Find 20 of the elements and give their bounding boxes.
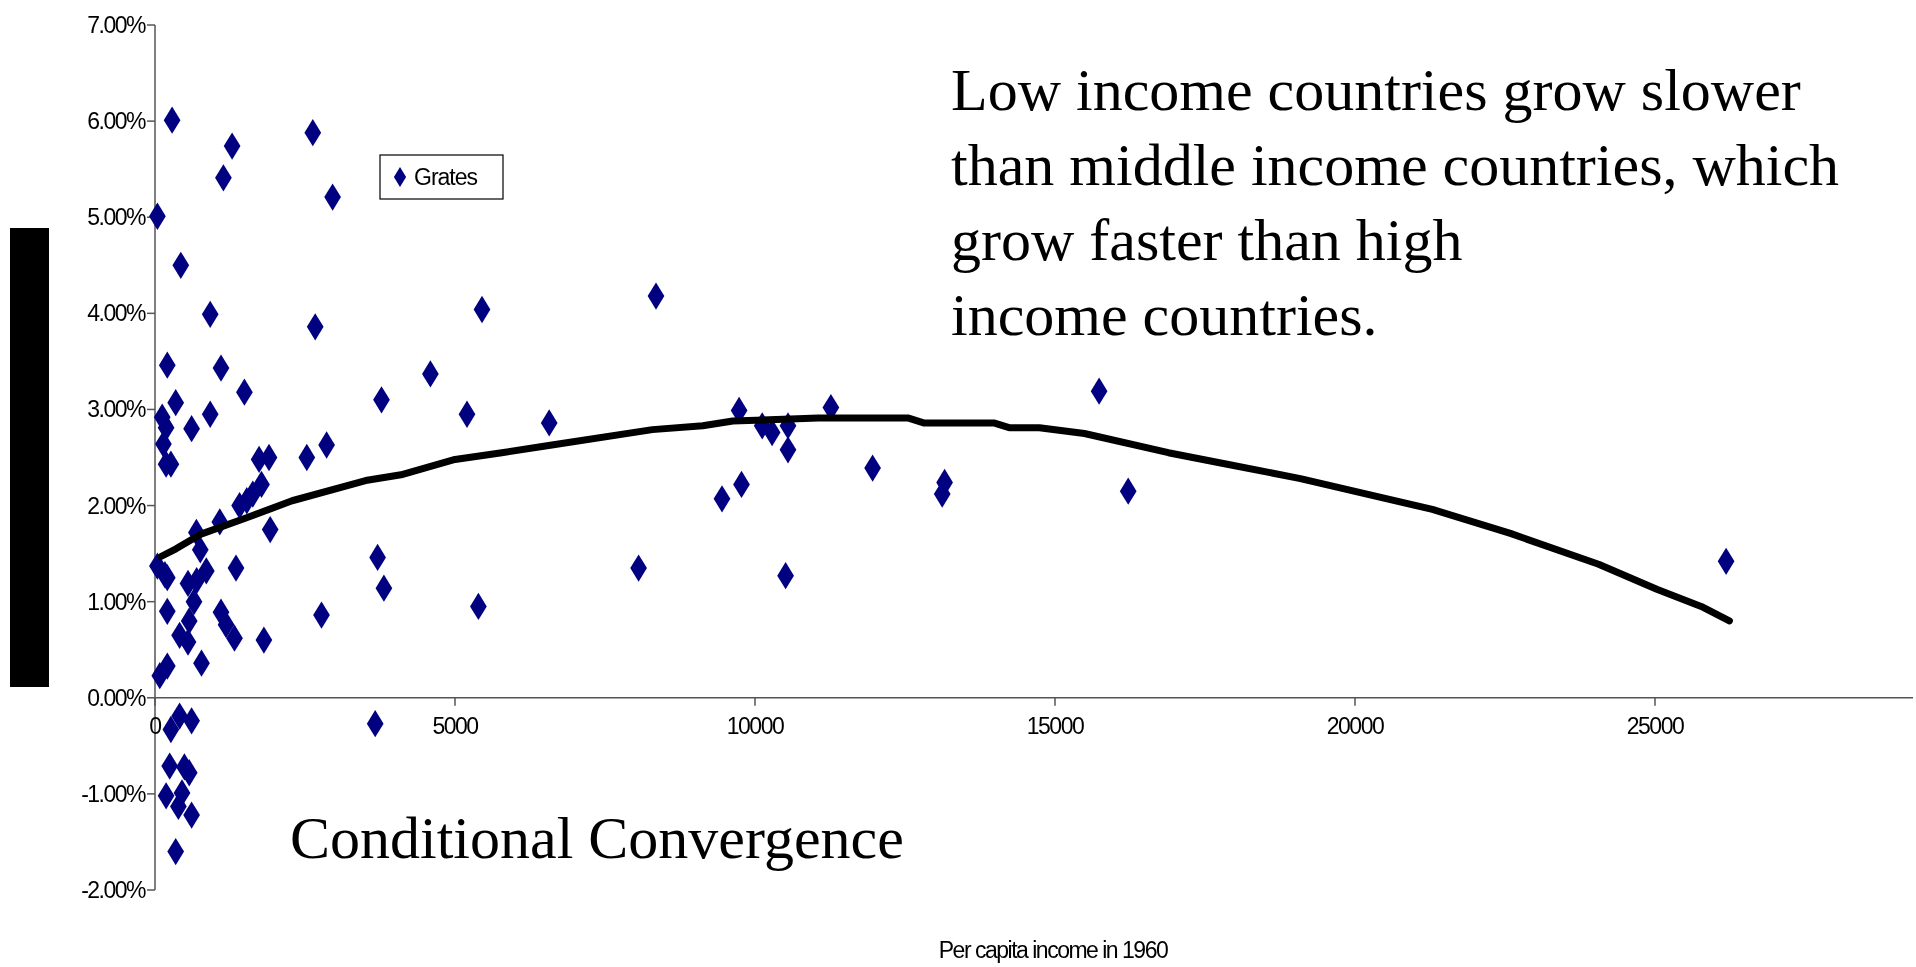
y-tick-label: 7.00% xyxy=(87,12,147,39)
x-tick-label: 15000 xyxy=(1026,712,1084,739)
x-tick-label: 5000 xyxy=(432,712,479,739)
x-tick-label: 0 xyxy=(149,712,162,739)
y-tick-label: 5.00% xyxy=(87,204,147,231)
y-tick-label: -1.00% xyxy=(81,780,147,807)
x-tick-label: 10000 xyxy=(726,712,784,739)
legend-label: Grates xyxy=(414,164,478,191)
y-tick-label: -2.00% xyxy=(81,877,147,904)
y-tick-label: 6.00% xyxy=(87,108,147,135)
y-tick-label: 1.00% xyxy=(87,588,147,615)
y-tick-label: 4.00% xyxy=(87,300,147,327)
annotation: Low income countries grow slower than middle income countries, which grow faster than high income countries. xyxy=(951,57,1840,348)
y-tick-label: 3.00% xyxy=(87,396,147,423)
y-tick-label: 0.00% xyxy=(87,684,147,711)
x-tick-label: 25000 xyxy=(1626,712,1684,739)
x-axis-title: Per capita income in 1960 xyxy=(938,937,1168,963)
x-tick-label: 20000 xyxy=(1326,712,1384,739)
y-tick-label: 2.00% xyxy=(87,492,147,519)
text: Conditional Convergence xyxy=(290,805,904,871)
